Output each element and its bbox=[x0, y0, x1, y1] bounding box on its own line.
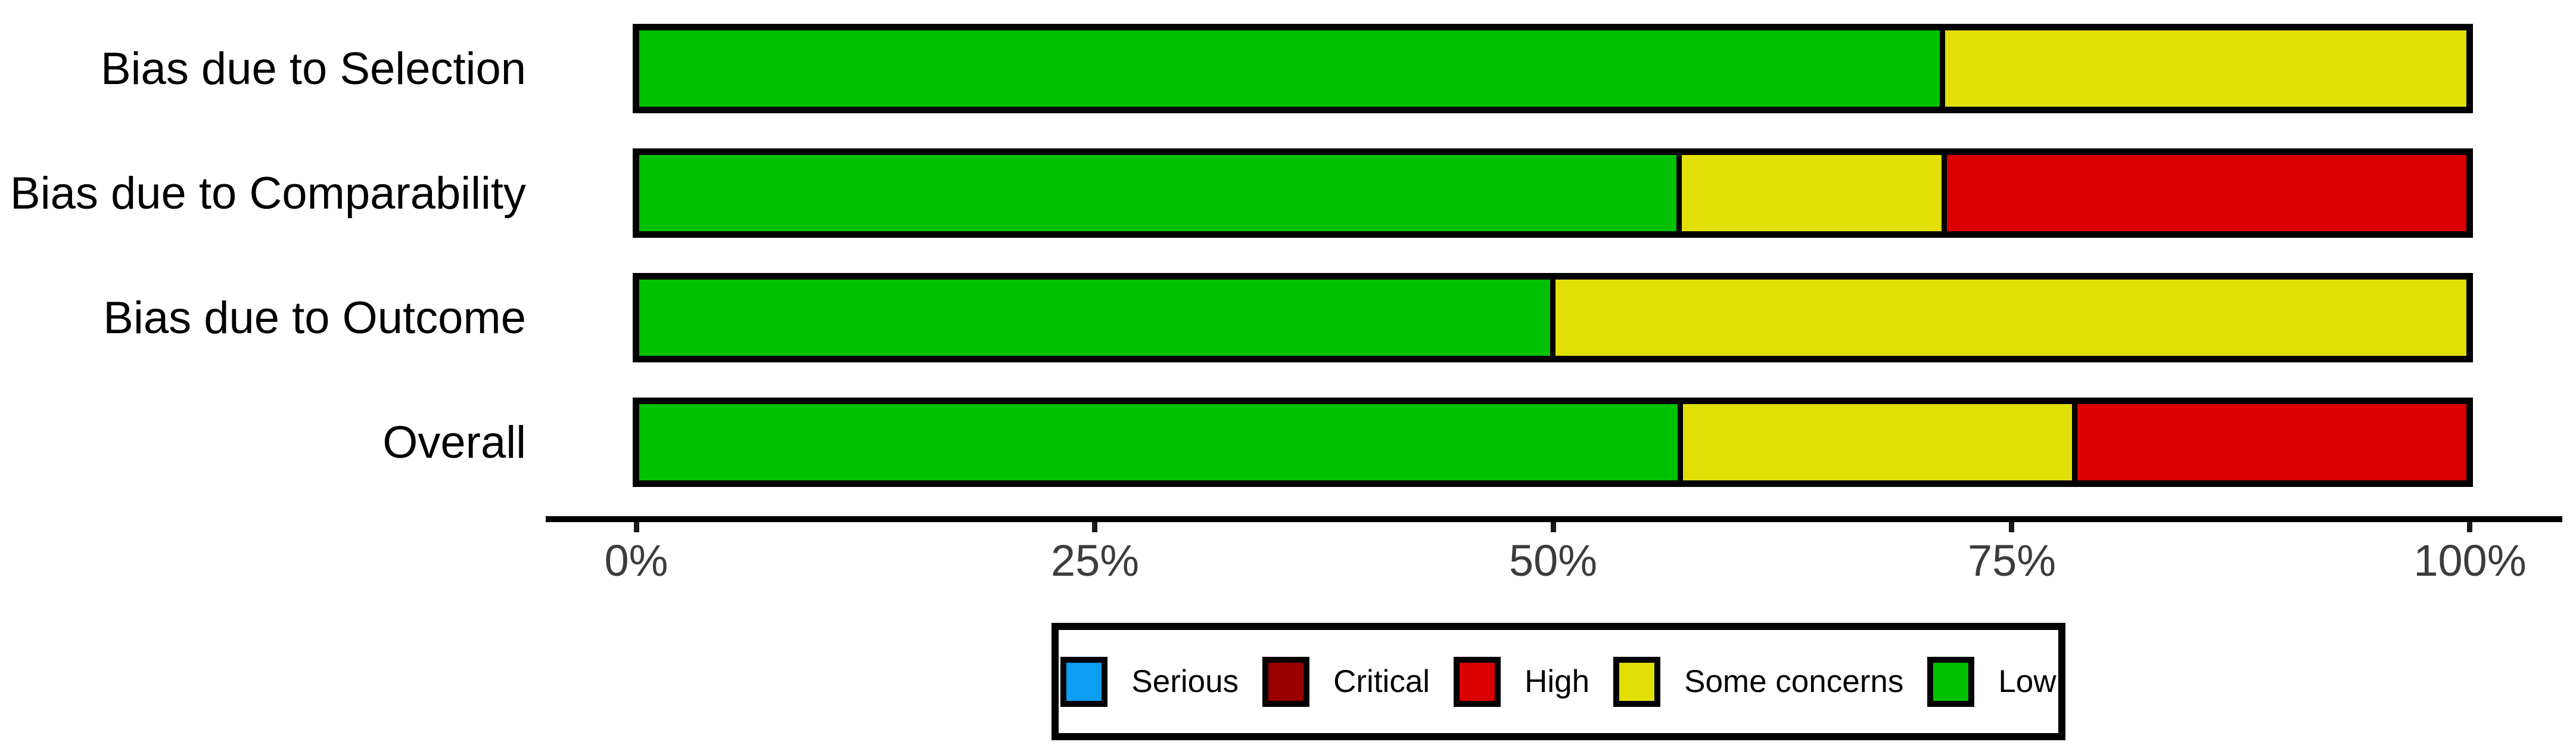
x-axis-tick-label-25: 25% bbox=[1050, 536, 1140, 585]
legend-swatch-low bbox=[1927, 656, 1975, 707]
x-axis-tick-100 bbox=[2467, 522, 2472, 532]
row-label-bias-comparability: Bias due to Comparability bbox=[10, 167, 526, 219]
legend-item-low: Low bbox=[1927, 656, 2057, 707]
x-axis-tick-50 bbox=[1551, 522, 1556, 532]
row-label-overall: Overall bbox=[382, 417, 526, 468]
bar-bias-comparability bbox=[633, 148, 2473, 238]
row-label-bias-outcome: Bias due to Outcome bbox=[103, 292, 526, 343]
x-axis-line bbox=[546, 516, 2562, 522]
bar-segment-high bbox=[2071, 404, 2466, 480]
bar-segment-some-concerns bbox=[1677, 404, 2072, 480]
legend-label-critical: Critical bbox=[1333, 664, 1430, 699]
legend-item-high: High bbox=[1454, 656, 1590, 707]
bar-segment-low bbox=[639, 280, 1550, 356]
legend-label-low: Low bbox=[1998, 664, 2057, 699]
bar-segment-some-concerns bbox=[1940, 30, 2466, 107]
legend-swatch-serious bbox=[1060, 656, 1108, 707]
bar-bias-selection bbox=[633, 24, 2473, 113]
legend-item-critical: Critical bbox=[1262, 656, 1430, 707]
bar-segment-high bbox=[1941, 155, 2466, 231]
legend-label-some-concerns: Some concerns bbox=[1684, 664, 1904, 699]
x-axis-tick-label-75: 75% bbox=[1967, 536, 2057, 585]
bar-segment-low bbox=[639, 30, 1940, 107]
bar-segment-some-concerns bbox=[1676, 155, 1942, 231]
row-label-bias-selection: Bias due to Selection bbox=[100, 43, 526, 94]
x-axis-tick-label-50: 50% bbox=[1508, 536, 1598, 585]
bar-segment-some-concerns bbox=[1550, 280, 2466, 356]
x-axis-tick-label-100: 100% bbox=[2413, 536, 2527, 585]
x-axis-tick-label-0: 0% bbox=[604, 536, 668, 585]
legend-swatch-critical bbox=[1262, 656, 1310, 707]
legend-swatch-some-concerns bbox=[1613, 656, 1661, 707]
bar-segment-low bbox=[639, 404, 1678, 480]
x-axis-tick-75 bbox=[2009, 522, 2014, 532]
legend-box: Serious Critical High Some concerns Low bbox=[1051, 623, 2065, 740]
x-axis-tick-25 bbox=[1092, 522, 1097, 532]
bar-bias-outcome bbox=[633, 273, 2473, 362]
legend-swatch-high bbox=[1454, 656, 1501, 707]
legend-item-serious: Serious bbox=[1060, 656, 1239, 707]
bar-overall bbox=[633, 398, 2473, 487]
legend-label-serious: Serious bbox=[1131, 664, 1239, 699]
legend-item-some-concerns: Some concerns bbox=[1613, 656, 1904, 707]
bar-segment-low bbox=[639, 155, 1676, 231]
x-axis-tick-0 bbox=[634, 522, 639, 532]
legend-label-high: High bbox=[1525, 664, 1590, 699]
